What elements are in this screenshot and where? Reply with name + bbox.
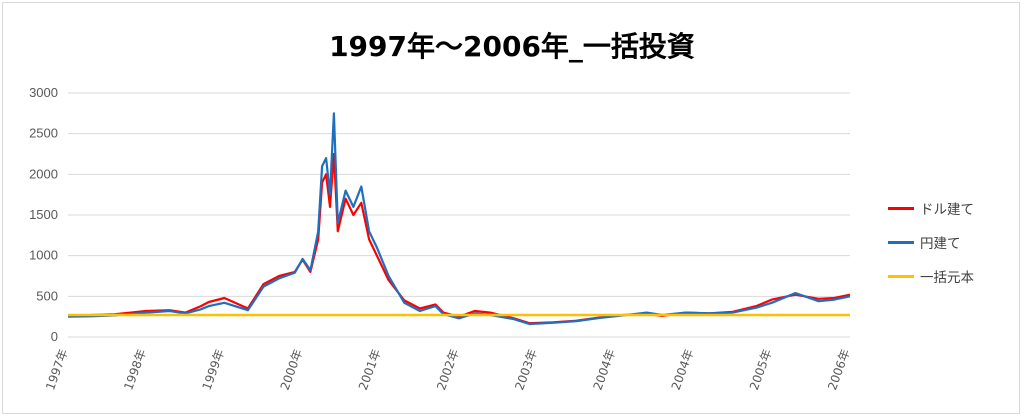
legend-swatch-principal bbox=[888, 274, 914, 278]
x-tick-label: 2000年 bbox=[278, 347, 306, 392]
y-axis-ticks: 0 500 1000 1500 2000 2500 3000 bbox=[29, 85, 58, 344]
x-tick-label: 1998年 bbox=[121, 347, 149, 392]
y-tick-label: 3000 bbox=[29, 85, 58, 100]
series-lines bbox=[67, 112, 851, 326]
legend-item-dollar: ドル建て bbox=[888, 198, 1018, 218]
series-line-0 bbox=[67, 152, 851, 325]
y-tick-label: 1500 bbox=[29, 207, 58, 222]
x-tick-label: 1997年 bbox=[43, 347, 71, 392]
y-tick-label: 2000 bbox=[29, 166, 58, 181]
legend-label-principal: 一括元本 bbox=[920, 270, 974, 286]
legend: ドル建て 円建て 一括元本 bbox=[888, 198, 1018, 300]
y-tick-label: 500 bbox=[36, 288, 58, 303]
x-tick-label: 2001年 bbox=[356, 347, 384, 392]
x-axis-ticks: 1997年 1998年 1999年 2000年 2001年 2002年 2003年 2004年… bbox=[43, 347, 853, 392]
x-tick-label: 2005年 bbox=[747, 347, 775, 392]
legend-label-dollar: ドル建て bbox=[920, 202, 974, 218]
legend-item-yen: 円建て bbox=[888, 232, 1018, 252]
chart-frame: 1997年～2006年_一括投資 bbox=[2, 2, 1020, 414]
series-line-1 bbox=[67, 112, 851, 326]
y-tick-label: 1000 bbox=[29, 248, 58, 263]
legend-swatch-yen bbox=[888, 240, 914, 244]
x-tick-label: 2002年 bbox=[434, 347, 462, 392]
x-tick-label: 2004年 bbox=[591, 347, 619, 392]
legend-swatch-dollar bbox=[888, 206, 914, 210]
y-tick-label: 0 bbox=[51, 329, 58, 344]
x-tick-label: 1999年 bbox=[200, 347, 228, 392]
x-tick-label: 2003年 bbox=[512, 347, 540, 392]
y-tick-label: 2500 bbox=[29, 126, 58, 141]
legend-item-principal: 一括元本 bbox=[888, 266, 1018, 286]
x-tick-label: 2004年 bbox=[669, 347, 697, 392]
chart-title: 1997年～2006年_一括投資 bbox=[329, 30, 695, 63]
grid-lines bbox=[68, 92, 850, 338]
x-tick-label: 2006年 bbox=[825, 347, 853, 392]
legend-label-yen: 円建て bbox=[920, 236, 961, 252]
